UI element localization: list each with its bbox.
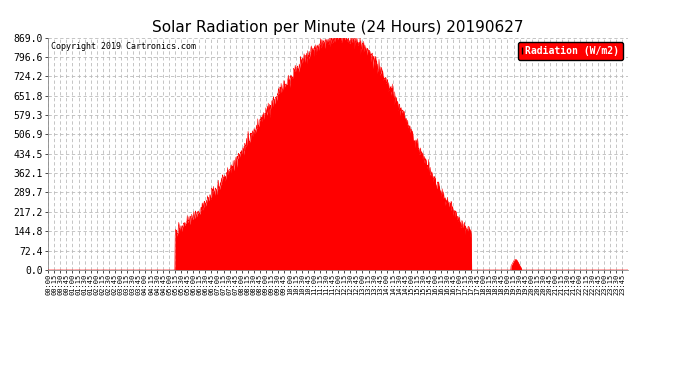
- Legend: Radiation (W/m2): Radiation (W/m2): [518, 42, 623, 60]
- Title: Solar Radiation per Minute (24 Hours) 20190627: Solar Radiation per Minute (24 Hours) 20…: [152, 20, 524, 35]
- Text: Copyright 2019 Cartronics.com: Copyright 2019 Cartronics.com: [51, 42, 196, 51]
